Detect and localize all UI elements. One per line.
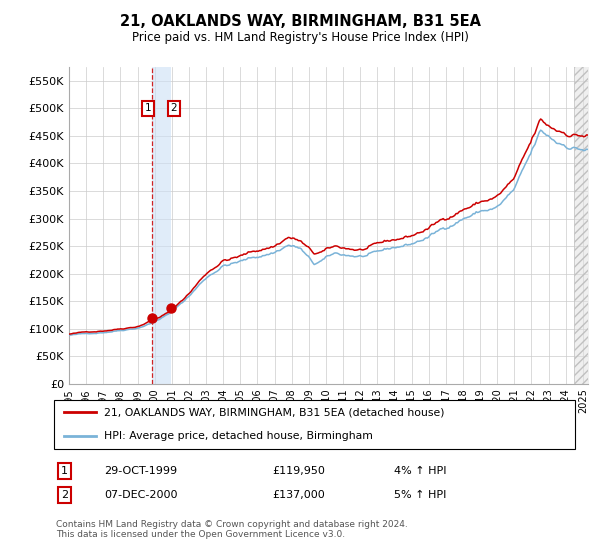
Text: 07-DEC-2000: 07-DEC-2000 — [104, 491, 178, 501]
Text: 2: 2 — [170, 104, 177, 114]
Text: 1: 1 — [145, 104, 151, 114]
Text: 21, OAKLANDS WAY, BIRMINGHAM, B31 5EA: 21, OAKLANDS WAY, BIRMINGHAM, B31 5EA — [119, 14, 481, 29]
Text: 21, OAKLANDS WAY, BIRMINGHAM, B31 5EA (detached house): 21, OAKLANDS WAY, BIRMINGHAM, B31 5EA (d… — [104, 408, 444, 418]
Text: Contains HM Land Registry data © Crown copyright and database right 2024.
This d: Contains HM Land Registry data © Crown c… — [56, 520, 408, 539]
FancyBboxPatch shape — [53, 400, 575, 449]
Text: £137,000: £137,000 — [273, 491, 326, 501]
Text: 4% ↑ HPI: 4% ↑ HPI — [394, 466, 446, 476]
Text: 1: 1 — [61, 466, 68, 476]
Text: 2: 2 — [61, 491, 68, 501]
Text: 29-OCT-1999: 29-OCT-1999 — [104, 466, 177, 476]
Text: 5% ↑ HPI: 5% ↑ HPI — [394, 491, 446, 501]
Text: £119,950: £119,950 — [273, 466, 326, 476]
Bar — [152, 67, 170, 384]
Text: HPI: Average price, detached house, Birmingham: HPI: Average price, detached house, Birm… — [104, 431, 373, 441]
Text: Price paid vs. HM Land Registry's House Price Index (HPI): Price paid vs. HM Land Registry's House … — [131, 31, 469, 44]
